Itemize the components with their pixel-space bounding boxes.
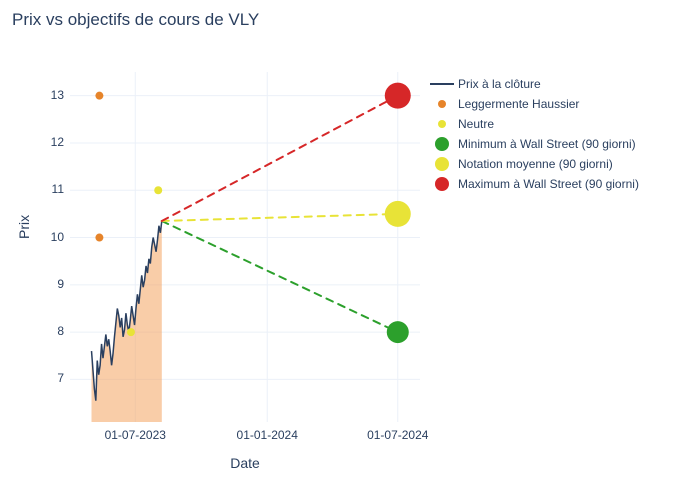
legend-item: Minimum à Wall Street (90 giorni) <box>428 134 639 154</box>
projection-line <box>162 214 398 221</box>
chart-title: Prix vs objectifs de cours de VLY <box>12 10 259 30</box>
y-tick: 13 <box>51 88 64 102</box>
legend-label: Minimum à Wall Street (90 giorni) <box>458 137 636 151</box>
legend-item: Prix à la clôture <box>428 74 639 94</box>
legend-item: Maximum à Wall Street (90 giorni) <box>428 174 639 194</box>
projection-marker <box>385 83 411 109</box>
y-tick: 11 <box>52 182 64 196</box>
rating-marker <box>95 92 103 100</box>
legend-label: Maximum à Wall Street (90 giorni) <box>458 177 639 191</box>
legend-label: Prix à la clôture <box>458 77 541 91</box>
legend-item: Notation moyenne (90 giorni) <box>428 154 639 174</box>
rating-marker <box>127 328 135 336</box>
legend-item: Leggermente Haussier <box>428 94 639 114</box>
legend-label: Notation moyenne (90 giorni) <box>458 157 613 171</box>
y-tick: 9 <box>57 277 64 291</box>
legend: Prix à la clôture Leggermente Haussier Neu… <box>428 74 639 194</box>
legend-item: Neutre <box>428 114 639 134</box>
y-tick: 7 <box>57 371 64 385</box>
legend-label: Leggermente Haussier <box>458 97 579 111</box>
x-tick: 01-07-2023 <box>95 428 175 442</box>
x-axis-label: Date <box>0 455 490 471</box>
y-tick: 10 <box>51 230 64 244</box>
projection-marker <box>385 201 411 227</box>
legend-swatch <box>428 116 456 132</box>
y-tick: 8 <box>57 324 64 338</box>
rating-marker <box>154 186 162 194</box>
y-axis-label: Prix <box>16 215 32 239</box>
projection-marker <box>387 321 409 343</box>
legend-swatch <box>428 136 456 152</box>
legend-swatch <box>428 96 456 112</box>
legend-label: Neutre <box>458 117 494 131</box>
legend-swatch <box>428 176 456 192</box>
rating-marker <box>95 234 103 242</box>
chart-container: Prix vs objectifs de cours de VLY 7 8 9 10 1… <box>0 0 700 500</box>
y-tick: 12 <box>51 135 64 149</box>
projection-line <box>162 96 398 221</box>
legend-swatch <box>428 76 456 92</box>
x-tick: 01-07-2024 <box>358 428 438 442</box>
x-tick: 01-01-2024 <box>227 428 307 442</box>
legend-swatch <box>428 156 456 172</box>
